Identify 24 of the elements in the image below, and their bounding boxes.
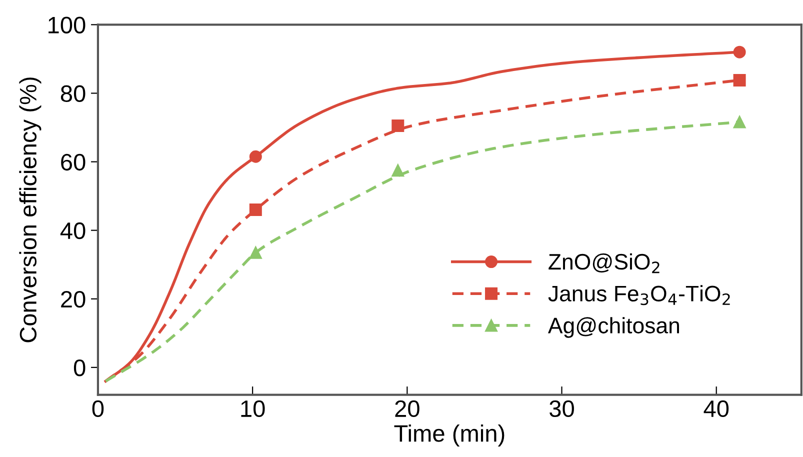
y-tick-label: 100 xyxy=(48,16,86,34)
y-tick-label: 80 xyxy=(60,85,86,102)
point xyxy=(733,74,746,86)
x-tick-label: 10 xyxy=(241,400,265,418)
y-tick-label: 0 xyxy=(74,359,86,376)
y-tick-label: 60 xyxy=(61,154,86,171)
y-tick-label: 20 xyxy=(61,290,86,308)
y-axis-title: Conversion efficiency (%) xyxy=(19,78,42,342)
point xyxy=(249,246,262,259)
x-tick-label: 30 xyxy=(550,400,574,418)
point xyxy=(249,204,262,216)
legend-label: Ag@chitosan xyxy=(548,317,679,338)
point xyxy=(392,120,404,132)
x-tick-label: 40 xyxy=(704,400,729,418)
legend-label: ZnO@SiO$_{2}$ xyxy=(548,253,660,274)
y-tick-label: 40 xyxy=(60,222,86,240)
point xyxy=(733,46,746,58)
legend-label: Janus Fe$_{3}$O$_{4}$-TiO$_{2}$ xyxy=(548,285,730,306)
x-tick-label: 20 xyxy=(395,400,420,418)
x-tick-label: 0 xyxy=(92,400,104,418)
x-axis-title: Time (min) xyxy=(394,424,504,446)
point xyxy=(733,116,746,128)
point xyxy=(392,164,404,177)
point xyxy=(249,150,262,163)
